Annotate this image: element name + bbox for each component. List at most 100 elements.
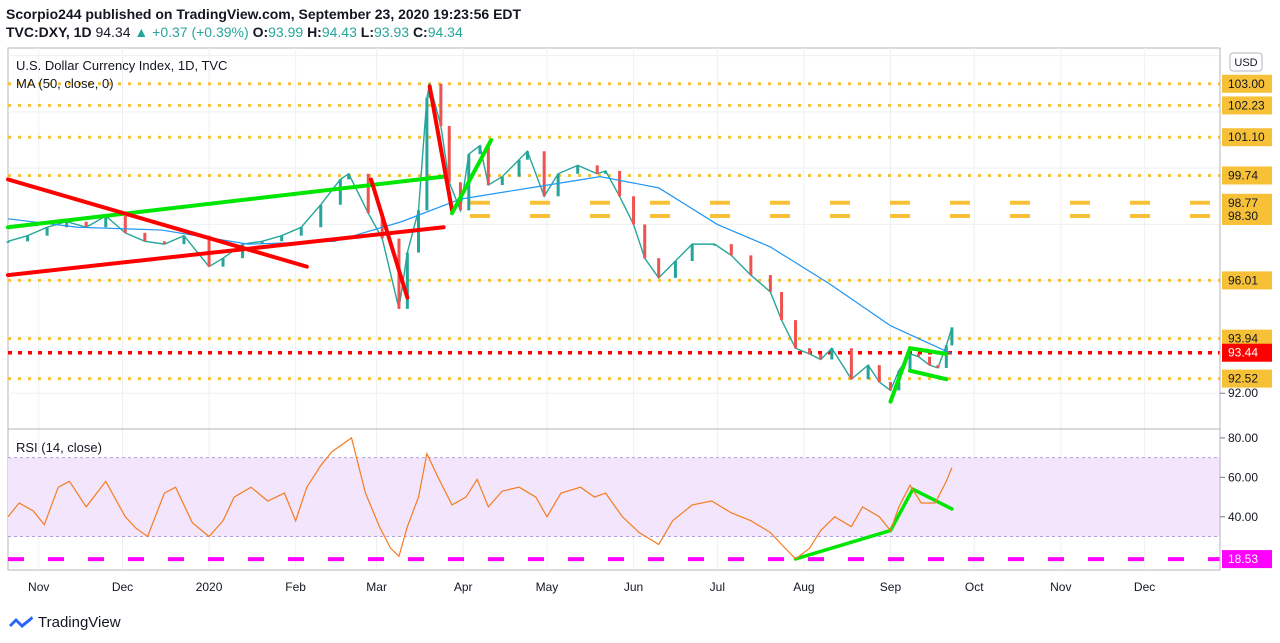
candle (447, 125, 451, 183)
candle (65, 221, 69, 228)
price-label: 92.00 (1228, 386, 1258, 400)
x-tick-label: Mar (366, 580, 387, 594)
candle (299, 227, 303, 236)
candle (6, 241, 10, 243)
price-label-bg (1222, 166, 1272, 185)
candle (517, 159, 521, 177)
close-value: 94.34 (427, 24, 463, 40)
x-tick-label: May (536, 580, 559, 594)
x-tick-label: Feb (285, 580, 306, 594)
candle (632, 196, 636, 225)
candle (280, 235, 284, 242)
candle (576, 165, 580, 174)
x-tick-label: Aug (793, 580, 814, 594)
trendline (888, 346, 913, 404)
trendline (908, 346, 949, 356)
rsi-trendline (911, 487, 954, 511)
candle (123, 215, 127, 233)
rsi-line (7, 436, 953, 560)
rsi-trendline (888, 487, 915, 533)
price-label: 92.52 (1228, 372, 1258, 386)
publisher-line: Scorpio244 published on TradingView.com,… (6, 6, 522, 22)
candle (916, 353, 920, 357)
candle (347, 173, 351, 180)
candle (819, 353, 823, 360)
price-label: 103.00 (1228, 77, 1265, 91)
price-label-bg (1222, 96, 1272, 115)
price-label-bg (1222, 206, 1272, 225)
price-label-bg (1222, 343, 1272, 362)
low-label: L: (360, 24, 374, 40)
symbol-name: TVC:DXY, 1D (6, 24, 92, 40)
candle (366, 173, 370, 214)
rsi-series (7, 436, 1220, 562)
last-price: 94.34 (95, 24, 131, 40)
candle (84, 221, 88, 228)
candle (380, 213, 384, 239)
trendline (427, 84, 455, 213)
currency-badge-label: USD (1234, 57, 1257, 69)
candle (928, 356, 932, 366)
chart-canvas[interactable]: Nov Dec 2020 Feb Mar Apr May Jun Jul Aug Sep Oct Nov… (0, 44, 1280, 604)
rsi-title: RSI (14, close) (16, 440, 102, 455)
candle (319, 204, 323, 228)
candle (877, 365, 881, 382)
x-tick-label: Dec (1134, 580, 1155, 594)
candle (162, 241, 166, 245)
price-label: 96.01 (1228, 273, 1258, 287)
open-label: O: (252, 24, 269, 40)
trendline (6, 177, 309, 269)
price-label: 102.23 (1228, 98, 1265, 112)
candle (604, 170, 608, 174)
x-tick-label: Jul (710, 580, 725, 594)
candle (104, 215, 108, 228)
x-tick-label: Sep (880, 580, 902, 594)
price-label-bg (1222, 128, 1272, 147)
change-up-icon: ▲ (134, 24, 149, 40)
trendline (450, 138, 494, 216)
candle (944, 345, 948, 368)
price-label: 98.30 (1228, 209, 1258, 223)
candle (595, 165, 599, 174)
change-value: +0.37 (+0.39%) (152, 24, 249, 40)
price-label-bg (1222, 74, 1272, 93)
price-label: 93.44 (1228, 346, 1258, 360)
candle (500, 176, 504, 186)
rsi-band (8, 457, 1220, 537)
candle (807, 348, 811, 354)
candle (182, 235, 186, 245)
price-label-bg (1222, 329, 1272, 348)
trendline (908, 368, 949, 382)
price-label-bg (1222, 369, 1272, 388)
x-tick-label: Apr (454, 580, 473, 594)
rsi-trendline (793, 528, 893, 561)
rsi-level-label: 18.53 (1228, 552, 1258, 566)
candle (425, 97, 429, 211)
price-label: 93.94 (1228, 332, 1258, 346)
ma-label: MA (50, close, 0) (16, 76, 114, 91)
axes: Nov Dec 2020 Feb Mar Apr May Jun Jul Aug Sep Oct Nov… (28, 74, 1272, 594)
x-tick-label: Dec (112, 580, 133, 594)
candle (780, 291, 784, 321)
price-levels (8, 82, 1220, 381)
trendline (6, 225, 446, 278)
candle (849, 348, 853, 380)
candle (221, 258, 225, 267)
price-label: 101.10 (1228, 130, 1265, 144)
candle (950, 327, 954, 346)
rsi-tick-label: 80.00 (1228, 431, 1258, 445)
candle (713, 244, 717, 246)
candle (729, 244, 733, 256)
candle (749, 255, 753, 276)
candle (618, 170, 622, 197)
tradingview-logo[interactable]: TradingView (8, 614, 121, 631)
candle (486, 145, 490, 186)
candle (338, 179, 342, 205)
currency-badge[interactable] (1229, 52, 1263, 72)
candle (45, 227, 49, 236)
candle (673, 261, 677, 278)
candle (794, 320, 798, 349)
tradingview-logo-icon (9, 615, 33, 628)
price-label-bg (1222, 271, 1272, 290)
candle (26, 235, 30, 242)
